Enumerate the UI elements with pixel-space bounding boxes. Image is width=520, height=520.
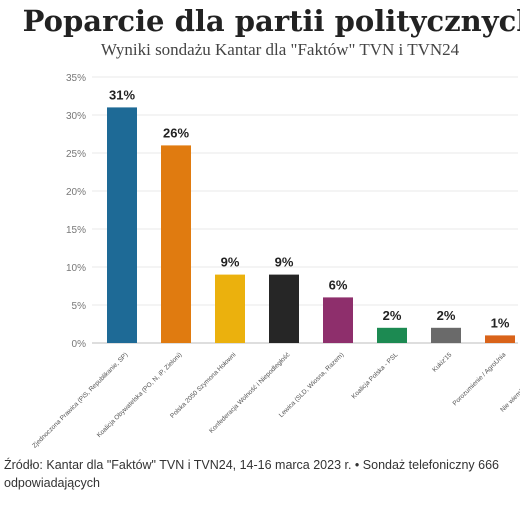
bar (215, 274, 245, 343)
data-label: 9% (275, 255, 294, 270)
y-tick-label: 25% (66, 149, 86, 160)
y-tick-label: 5% (72, 301, 87, 312)
bar-chart: 0% 5% 10% 15% 20% 25% 30% 35% 31% Zjednoczona Pra… (31, 73, 520, 450)
data-label: 1% (491, 315, 510, 330)
y-tick-label: 30% (66, 111, 86, 122)
x-tick-label: Koalicja Polska - PSL (351, 351, 400, 400)
source-note: Źródło: Kantar dla "Faktów" TVN i TVN24,… (4, 458, 499, 490)
data-label: 2% (383, 308, 402, 323)
x-tick-label: Porozumienie / AgroUnia (452, 351, 508, 407)
data-label: 26% (163, 125, 189, 140)
y-tick-label: 15% (66, 225, 86, 236)
bar (107, 107, 137, 344)
bar (431, 327, 461, 343)
x-tick-label: Lewica (SLD, Wiosna, Razem) (278, 351, 346, 419)
y-tick-label: 0% (72, 339, 87, 350)
bar (161, 145, 191, 343)
x-tick-label: Kukiz'15 (431, 351, 453, 373)
x-tick-label: Zjednoczona Prawica (PiS, Republikanie, … (31, 351, 129, 449)
x-tick-label: Koalicja Obywatelska (PO, N, iP, Zieloni… (96, 351, 184, 439)
bar (269, 274, 299, 343)
bar (377, 327, 407, 343)
data-label: 2% (437, 308, 456, 323)
y-tick-label: 20% (66, 187, 86, 198)
bar (323, 297, 353, 343)
data-label: 6% (329, 277, 348, 292)
y-tick-label: 10% (66, 263, 86, 274)
bar (485, 335, 515, 343)
data-label: 9% (221, 255, 240, 270)
data-label: 31% (109, 87, 135, 102)
y-tick-label: 35% (66, 73, 86, 84)
chart-subtitle: Wyniki sondażu Kantar dla "Faktów" TVN i… (100, 40, 460, 59)
chart-title: Poparcie dla partii politycznych (22, 4, 520, 38)
